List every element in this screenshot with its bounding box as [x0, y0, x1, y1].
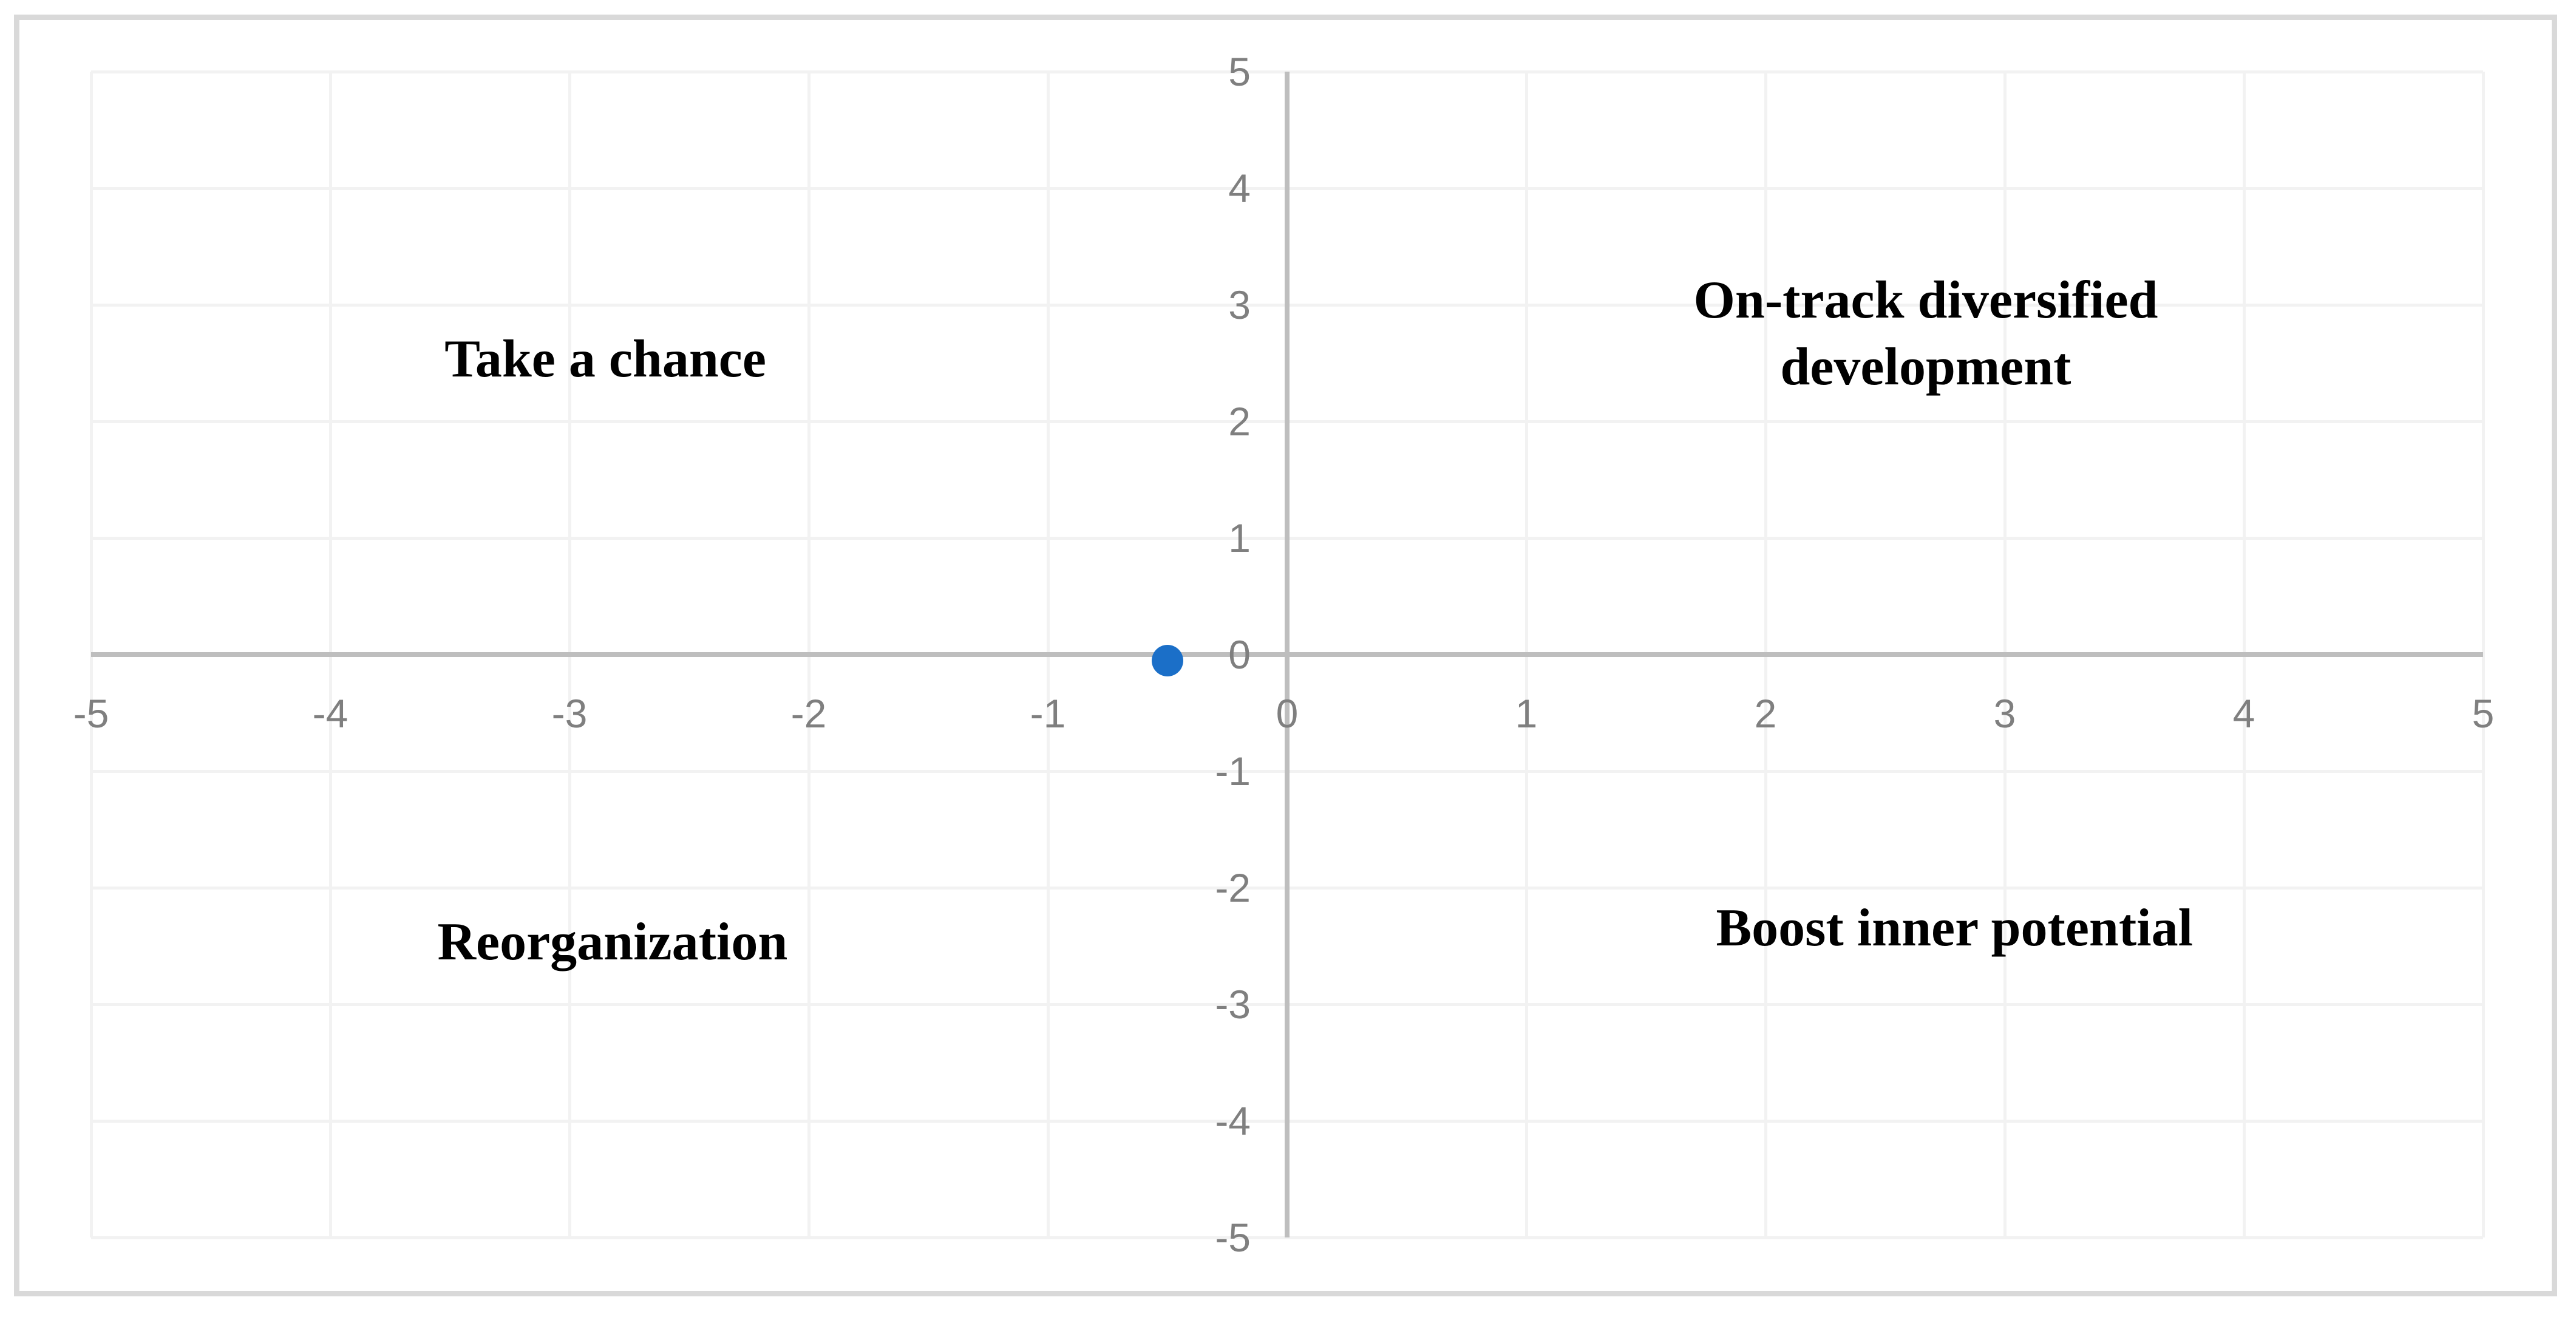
x-tick-label: 2 — [1754, 691, 1777, 736]
quadrant-label-bottom-right: Boost inner potential — [1716, 899, 2194, 958]
y-tick-label: -1 — [1215, 749, 1251, 794]
y-tick-label: 5 — [1228, 49, 1251, 94]
y-tick-label: 0 — [1228, 632, 1251, 677]
x-tick-label: -2 — [790, 691, 827, 736]
y-tick-label: 3 — [1228, 282, 1251, 327]
quadrant-label-bottom-left: Reorganization — [437, 913, 788, 972]
quadrant-label-top-right: On-track diversified development — [1693, 271, 2158, 396]
x-tick-label: 4 — [2232, 691, 2255, 736]
x-tick-label: 5 — [2472, 691, 2495, 736]
x-tick-label: -4 — [312, 691, 348, 736]
x-tick-label: 0 — [1276, 691, 1299, 736]
y-tick-label: 1 — [1228, 516, 1251, 560]
x-tick-label: 3 — [1993, 691, 2016, 736]
x-tick-label: -3 — [551, 691, 588, 736]
y-tick-label: -2 — [1215, 865, 1251, 910]
x-tick-label: 1 — [1515, 691, 1538, 736]
y-gridline — [91, 1236, 2483, 1239]
x-tick-label: -1 — [1030, 691, 1066, 736]
data-point — [1152, 644, 1183, 676]
quadrant-label-top-left: Take a chance — [444, 330, 766, 389]
y-tick-label: -5 — [1215, 1215, 1251, 1260]
x-axis-line — [91, 652, 2483, 657]
y-tick-label: 2 — [1228, 399, 1251, 444]
y-tick-label: 4 — [1228, 166, 1251, 211]
x-gridline — [2481, 72, 2485, 1237]
x-tick-label: -5 — [73, 691, 109, 736]
plot-area: -5 -4 -3 -2 -1 0 1 2 3 4 5 -5 -4 -3 -2 -1 0 1 2 3 4 5 Take a c… — [73, 52, 2495, 1257]
y-tick-label: -4 — [1215, 1098, 1251, 1143]
y-tick-label: -3 — [1215, 982, 1251, 1027]
